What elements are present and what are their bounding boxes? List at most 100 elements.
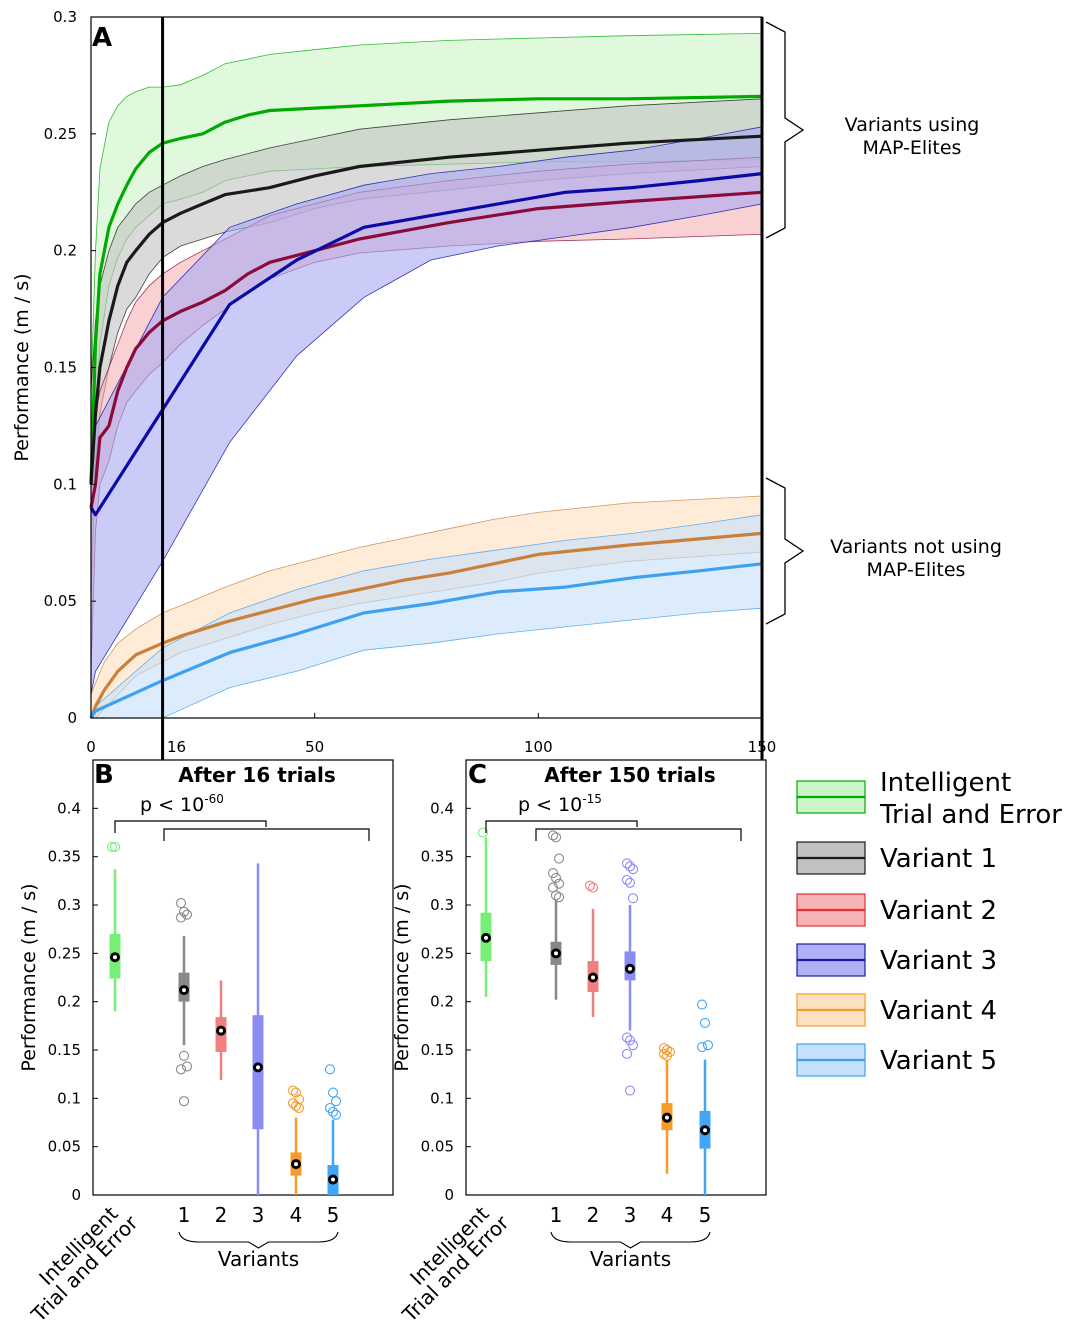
outlier-point <box>287 1085 299 1096</box>
outlier-point <box>627 864 639 875</box>
group-label: Variants <box>218 1247 299 1271</box>
sig-bracket <box>535 828 742 841</box>
sig-bracket <box>114 820 267 833</box>
outlier-point <box>584 880 596 891</box>
outlier-point <box>553 853 565 864</box>
category-label: 4 <box>661 1203 674 1227</box>
median-dot <box>484 935 488 940</box>
legend-label: Variant 1 <box>880 844 997 874</box>
outlier-point <box>330 1109 342 1120</box>
variants-brace <box>178 1231 339 1249</box>
x-tick-label: 50 <box>305 738 324 756</box>
category-label: 1 <box>550 1203 563 1227</box>
outlier-point <box>699 1017 711 1028</box>
panel-title: After 16 trials <box>178 763 335 787</box>
outlier-point <box>293 1102 305 1114</box>
panel-b-letter: B <box>94 760 114 790</box>
x-tick-label: 100 <box>524 738 553 756</box>
outlier-point <box>290 1101 302 1112</box>
outlier-point <box>287 1098 299 1109</box>
outlier-point <box>175 1064 187 1075</box>
panel-c: 0 0.05 0.1 0.15 0.2 0.25 0.3 0.35 0.4 Performance… <box>391 759 767 1325</box>
category-label: 5 <box>699 1203 712 1227</box>
y-tick-label: 0.3 <box>53 8 77 26</box>
y-tick-label: 0.1 <box>430 1089 454 1107</box>
x-tick-label: 0 <box>86 738 96 756</box>
median-dot <box>113 955 117 960</box>
y-tick-label: 0.35 <box>48 848 81 866</box>
y-axis-label: Performance (m / s) <box>18 883 40 1071</box>
line-series-4 <box>89 531 763 719</box>
legend-label: Variant 5 <box>880 1046 997 1076</box>
y-tick-label: 0.05 <box>44 592 77 610</box>
outlier-point <box>624 1085 636 1096</box>
outlier-point <box>547 830 559 841</box>
outlier-point <box>324 1064 336 1075</box>
y-tick-label: 0.15 <box>48 1041 81 1059</box>
outlier-point <box>553 892 565 903</box>
line-series-3 <box>89 172 763 517</box>
median-dot <box>703 1128 707 1133</box>
outlier-point <box>178 1050 190 1061</box>
y-tick-label: 0.3 <box>57 896 81 914</box>
outlier-point <box>178 906 190 917</box>
outlier-point <box>330 1096 342 1107</box>
median-dot <box>294 1162 298 1167</box>
annotation-line: Variants not using <box>830 536 1002 558</box>
plot-frame <box>465 759 767 1196</box>
panel-c-letter: C <box>468 760 487 790</box>
outlier-point <box>181 909 193 920</box>
legend-label: Trial and Error <box>879 800 1062 830</box>
significance-exponent: -15 <box>582 792 602 806</box>
outlier-point <box>627 893 639 904</box>
panel-a-letter: A <box>92 23 112 53</box>
y-tick-label: 0 <box>444 1186 454 1204</box>
legend-label: Variant 2 <box>880 896 997 926</box>
y-tick-label: 0.15 <box>44 359 77 377</box>
y-tick-label: 0.25 <box>421 944 454 962</box>
outlier-point <box>178 1096 190 1107</box>
median-dot <box>554 951 558 956</box>
variants-brace <box>550 1231 711 1249</box>
sig-bracket <box>485 820 638 833</box>
y-tick-label: 0.2 <box>430 993 454 1011</box>
y-axis-label: Performance (m / s) <box>391 883 413 1071</box>
brace-map-elites <box>765 21 805 239</box>
panel-title: After 150 trials <box>544 763 715 787</box>
median-dot <box>256 1065 260 1070</box>
category-label: 5 <box>327 1203 340 1227</box>
outlier-point <box>658 1048 670 1059</box>
outlier-point <box>621 1032 633 1043</box>
y-tick-label: 0.4 <box>430 799 454 817</box>
y-axis-label: Performance (m / s) <box>11 273 33 461</box>
x-tick-label: 150 <box>748 738 777 756</box>
category-label: 2 <box>587 1203 600 1227</box>
y-tick-label: 0.05 <box>421 1138 454 1156</box>
group-label: Variants <box>590 1247 671 1271</box>
y-tick-label: 0.35 <box>421 848 454 866</box>
outlier-point <box>621 1048 633 1059</box>
outlier-point <box>175 912 187 923</box>
outlier-point <box>702 1040 714 1051</box>
outlier-point <box>175 898 187 909</box>
sig-bracket <box>163 828 370 841</box>
outlier-point <box>624 877 636 888</box>
line-series-0 <box>89 94 763 485</box>
x-tick-label: 16 <box>167 738 186 756</box>
outlier-point <box>290 1087 302 1098</box>
category-label: 3 <box>252 1203 265 1227</box>
outlier-point <box>627 1040 639 1051</box>
median-dot <box>331 1177 335 1182</box>
category-label: 4 <box>290 1203 303 1227</box>
outlier-point <box>696 1042 708 1053</box>
line-series-1 <box>89 134 763 485</box>
y-tick-label: 0 <box>67 709 77 727</box>
median-dot <box>182 988 186 993</box>
outlier-point <box>624 861 636 872</box>
y-tick-label: 0.3 <box>430 896 454 914</box>
panel-b: 0 0.05 0.1 0.15 0.2 0.25 0.3 0.35 0.4 Performance… <box>18 759 394 1325</box>
line-series-2 <box>89 190 763 509</box>
outlier-point <box>624 1035 636 1046</box>
